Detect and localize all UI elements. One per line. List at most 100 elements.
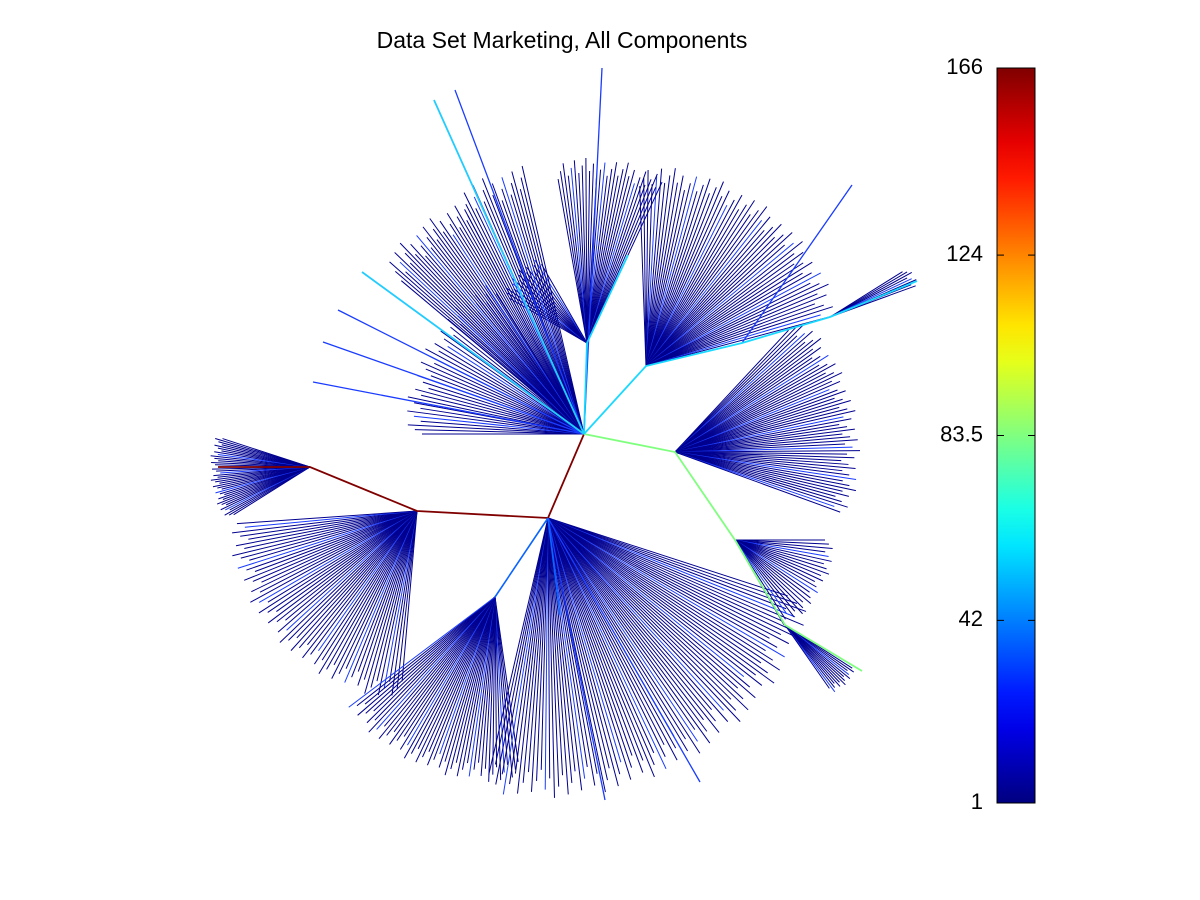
tree-branch bbox=[547, 517, 770, 639]
tree-branch bbox=[473, 596, 496, 770]
tree-branch bbox=[468, 596, 496, 777]
tree-branch bbox=[674, 408, 848, 453]
tree-branch bbox=[674, 348, 814, 453]
tree-branch bbox=[674, 451, 843, 482]
tree-branch bbox=[420, 407, 585, 435]
tree-branch bbox=[581, 165, 588, 344]
tree-branch bbox=[674, 451, 848, 508]
tree-branch bbox=[674, 389, 830, 453]
tree-branch bbox=[547, 517, 801, 640]
tree-branch bbox=[547, 517, 633, 768]
tree-branch bbox=[583, 67, 603, 435]
tree-branch bbox=[488, 517, 549, 775]
tree-branch bbox=[734, 539, 811, 599]
tree-branch bbox=[547, 517, 724, 711]
tree-branch bbox=[645, 206, 768, 367]
tree-branch bbox=[428, 387, 585, 435]
tree-branch bbox=[645, 182, 666, 367]
tree-branch bbox=[674, 380, 841, 453]
tree-branch bbox=[494, 596, 519, 762]
tree-branch bbox=[674, 337, 822, 453]
tree-branch bbox=[645, 282, 811, 367]
tree-branch bbox=[547, 517, 610, 769]
tree-branch bbox=[645, 283, 829, 367]
tree-branch bbox=[322, 341, 585, 435]
tree-branch bbox=[734, 539, 829, 545]
tree-branch bbox=[645, 168, 676, 367]
tree-branch bbox=[547, 517, 655, 766]
tree-branch bbox=[674, 326, 797, 453]
tree-branch bbox=[645, 168, 663, 367]
tree-branch bbox=[645, 272, 821, 367]
tree-branch bbox=[645, 204, 728, 367]
tree-branch bbox=[547, 517, 763, 686]
tree-branch bbox=[645, 304, 825, 367]
tree-branch bbox=[586, 177, 641, 344]
tree-branch bbox=[547, 517, 739, 689]
tree-branch bbox=[240, 510, 418, 559]
tree-branch bbox=[547, 517, 655, 778]
tree-branch bbox=[547, 517, 569, 795]
tree-branch bbox=[784, 624, 830, 689]
tree-branch bbox=[645, 272, 803, 367]
tree-branch bbox=[674, 347, 822, 453]
tree-branch bbox=[734, 539, 818, 594]
tree-branch bbox=[422, 381, 585, 435]
tree-branch bbox=[522, 517, 549, 783]
tree-branch bbox=[232, 510, 418, 557]
tree-branch bbox=[734, 539, 816, 583]
tree-branch bbox=[547, 517, 644, 773]
tree-branch bbox=[258, 510, 418, 603]
tree-branch bbox=[442, 231, 585, 435]
tree-branch bbox=[734, 539, 810, 593]
tree-branch bbox=[674, 324, 805, 453]
tree-branch bbox=[585, 158, 588, 344]
tree-branch bbox=[456, 596, 496, 777]
tree-branch bbox=[439, 220, 585, 435]
tree-branch bbox=[450, 596, 496, 770]
tree-branch bbox=[674, 451, 849, 497]
tree-branch bbox=[374, 596, 496, 721]
tree-branch bbox=[674, 451, 850, 487]
tree-branch bbox=[547, 517, 716, 722]
tree-branch bbox=[547, 517, 573, 783]
tree-branch bbox=[578, 172, 588, 344]
tree-branch bbox=[481, 178, 585, 435]
tree-branch bbox=[674, 355, 821, 453]
tree-branch bbox=[734, 539, 826, 553]
tree-branch bbox=[645, 293, 818, 367]
tree-branch bbox=[267, 510, 418, 624]
tree-branch bbox=[415, 596, 496, 763]
tree-branch bbox=[296, 510, 418, 639]
tree-branch bbox=[557, 178, 588, 344]
tree-branch bbox=[512, 283, 588, 344]
tree-branch bbox=[444, 596, 496, 762]
tree-branch bbox=[547, 517, 741, 722]
tree-branch bbox=[645, 244, 785, 367]
tree-branch bbox=[351, 510, 418, 678]
tree-branch bbox=[520, 177, 585, 435]
tree-branch bbox=[674, 451, 850, 476]
tree-branch bbox=[482, 189, 585, 435]
tree-branch bbox=[734, 539, 788, 615]
tree-branch bbox=[674, 451, 843, 472]
tree-branch bbox=[586, 183, 635, 344]
tree-branch bbox=[734, 539, 829, 557]
tree-branch bbox=[674, 363, 836, 453]
tree-branch bbox=[547, 517, 729, 722]
tree-branch bbox=[547, 517, 701, 754]
tree-branch bbox=[248, 510, 418, 540]
tree-branch bbox=[318, 510, 418, 674]
tree-branch bbox=[547, 517, 564, 776]
tree-branch bbox=[734, 539, 812, 605]
tree-branch bbox=[466, 596, 496, 764]
tree-branch bbox=[645, 303, 816, 367]
tree-branch bbox=[674, 426, 848, 453]
tree-branch bbox=[674, 451, 848, 455]
tree-branch bbox=[364, 510, 418, 694]
tick-label: 124 bbox=[946, 241, 983, 266]
tree-branch bbox=[645, 194, 743, 367]
tree-branch bbox=[399, 261, 585, 435]
tree-branch bbox=[547, 517, 778, 648]
tree-branch bbox=[674, 363, 828, 453]
